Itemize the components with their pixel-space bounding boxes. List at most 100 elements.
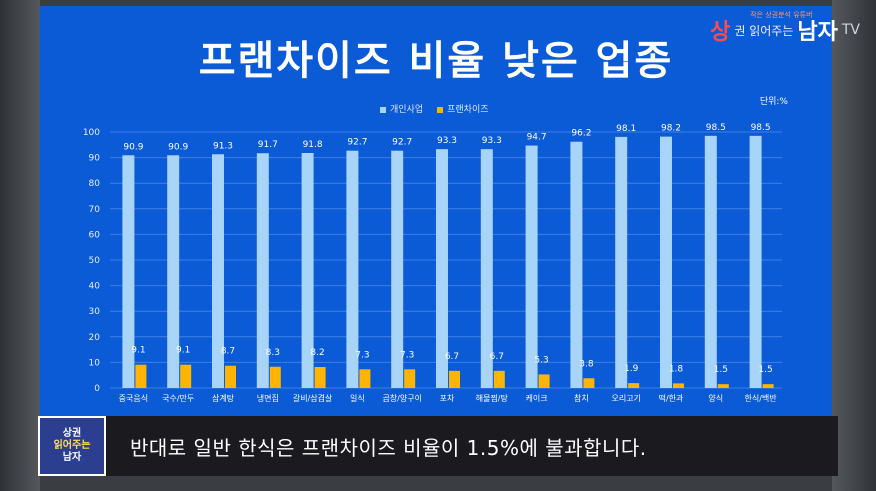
x-tick-label: 한식/백반: [745, 393, 778, 403]
y-tick-label: 50: [89, 256, 101, 266]
bar-series-2: [717, 384, 729, 388]
bar-series-2: [269, 366, 281, 388]
bar-series-1: [749, 135, 762, 388]
bar-series-2: [538, 374, 550, 388]
bar-series-2: [449, 370, 460, 388]
bar-series-2: [628, 383, 640, 388]
chart-legend: 개인사업 프랜차이즈: [380, 102, 489, 115]
data-label-series-1: 93.3: [482, 136, 502, 146]
x-tick-label: 포차: [440, 394, 455, 403]
data-label-series-2: 1.5: [758, 365, 772, 375]
data-label-series-1: 92.7: [347, 138, 367, 148]
bar-chart: 0 10 20 30 40 50 60 70 80 90 100 90.9 9.1 중국음식 90.9 9.1…: [83, 123, 782, 403]
data-label-series-1: 93.3: [437, 136, 457, 146]
bar-series-1: [436, 149, 448, 388]
left-blurred-background: [0, 0, 40, 491]
data-label-series-1: 96.2: [571, 129, 591, 139]
data-label-series-1: 91.3: [213, 141, 233, 151]
bar-series-2: [762, 384, 774, 388]
data-label-series-2: 5.3: [534, 355, 548, 365]
x-tick-label: 떡/한과: [659, 393, 684, 403]
y-tick-label: 20: [89, 333, 101, 343]
bar-series-2: [404, 369, 416, 388]
data-label-series-1: 91.7: [258, 140, 278, 150]
bar-series-1: [480, 149, 493, 388]
y-tick-label: 70: [89, 205, 101, 215]
bar-series-2: [673, 383, 684, 388]
channel-tv: TV: [841, 22, 860, 38]
legend-item-series-2: 프랜차이즈: [437, 102, 489, 115]
bar-series-2: [135, 364, 147, 388]
data-label-series-2: 3.8: [579, 359, 594, 369]
data-label-series-1: 98.2: [661, 124, 681, 134]
channel-name-part3: 남자: [797, 20, 838, 45]
bar-series-1: [301, 152, 314, 388]
x-tick-label: 오리고기: [611, 394, 640, 403]
data-label-series-1: 98.1: [616, 124, 636, 134]
bar-series-1: [391, 150, 404, 388]
bar-series-1: [615, 136, 628, 388]
bar-series-1: [570, 141, 583, 388]
x-tick-label: 양식: [708, 394, 723, 403]
bar-series-1: [525, 145, 538, 388]
data-label-series-1: 90.9: [168, 142, 188, 152]
data-label-series-2: 9.1: [176, 346, 190, 356]
channel-name-part1: 상: [710, 20, 731, 45]
x-tick-label: 갈비/삼겹살: [293, 393, 333, 403]
x-tick-label: 해물찜/탕: [476, 393, 509, 403]
data-label-series-2: 8.3: [266, 348, 280, 358]
y-tick-label: 0: [94, 384, 100, 394]
bar-series-1: [167, 155, 180, 388]
x-tick-label: 케이크: [526, 393, 548, 403]
bar-series-1: [256, 153, 269, 388]
data-label-series-2: 1.5: [714, 365, 728, 375]
data-label-series-1: 98.5: [751, 123, 771, 133]
right-blurred-background: [832, 0, 876, 491]
data-label-series-2: 1.9: [624, 364, 639, 374]
bar-series-2: [180, 364, 192, 388]
bar-series-1: [122, 155, 135, 388]
channel-name-part2: 권 읽어주는: [734, 23, 794, 38]
y-tick-label: 30: [89, 307, 101, 317]
bar-series-2: [225, 365, 236, 388]
bar-series-1: [212, 154, 224, 388]
y-tick-label: 90: [89, 154, 101, 164]
bar-series-2: [359, 369, 371, 388]
chart-title: 프랜차이즈 비율 낮은 업종: [198, 38, 674, 84]
bar-series-2: [493, 370, 505, 388]
x-tick-label: 중국음식: [119, 394, 148, 403]
data-label-series-2: 6.7: [445, 352, 459, 362]
x-tick-label: 삼계탕: [212, 393, 235, 403]
data-label-series-1: 91.8: [303, 140, 323, 150]
data-label-series-2: 7.3: [355, 350, 369, 360]
subtitle-bar: 상권 읽어주는 남자 반대로 일반 한식은 프랜차이즈 비율이 1.5%에 불과…: [38, 416, 838, 476]
channel-watermark: 작은 상권분석 유튜버 상 권 읽어주는 남자 TV: [710, 10, 860, 50]
x-tick-label: 일식: [350, 394, 365, 403]
bar-series-2: [314, 367, 326, 388]
data-label-series-1: 90.9: [123, 142, 143, 152]
data-label-series-2: 7.3: [400, 350, 414, 360]
data-label-series-1: 92.7: [392, 138, 412, 148]
data-label-series-2: 6.7: [490, 352, 504, 362]
bar-series-1: [346, 150, 359, 388]
data-label-series-1: 98.5: [706, 123, 726, 133]
y-tick-label: 40: [89, 282, 101, 292]
y-tick-label: 60: [89, 230, 101, 240]
bar-series-2: [583, 378, 595, 388]
x-tick-label: 냉면집: [257, 393, 279, 403]
y-tick-label: 80: [89, 179, 101, 189]
y-tick-label: 10: [89, 358, 101, 368]
data-label-series-2: 8.7: [221, 347, 235, 357]
x-tick-label: 참치: [574, 393, 589, 403]
channel-tagline: 작은 상권분석 유튜버: [750, 11, 813, 19]
unit-label: 단위:%: [759, 97, 788, 107]
channel-logo: 상권 읽어주는 남자: [38, 416, 106, 476]
bar-series-1: [704, 135, 717, 388]
data-label-series-2: 8.2: [310, 348, 324, 358]
x-tick-label: 곱창/양구이: [382, 393, 422, 403]
x-tick-label: 국수/만두: [162, 394, 194, 403]
data-label-series-1: 94.7: [527, 133, 547, 143]
legend-item-series-1: 개인사업: [380, 102, 423, 115]
bar-series-1: [660, 136, 672, 388]
y-tick-label: 100: [83, 128, 100, 138]
